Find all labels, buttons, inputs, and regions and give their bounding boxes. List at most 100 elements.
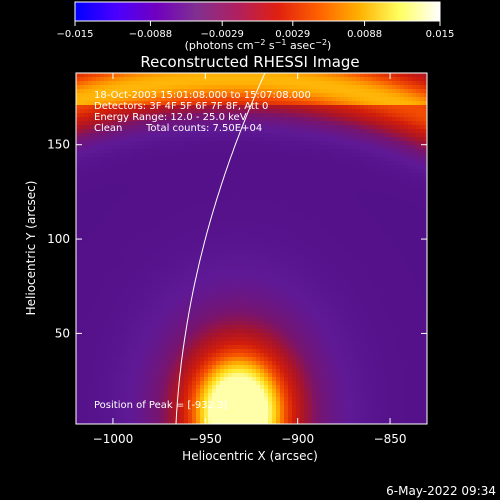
heatmap-cell (124, 181, 128, 185)
heatmap-cell (292, 301, 296, 305)
heatmap-cell (220, 97, 224, 101)
heatmap-cell (276, 97, 280, 101)
heatmap-cell (216, 417, 220, 421)
heatmap-cell (140, 297, 144, 301)
heatmap-cell (280, 341, 284, 345)
heatmap-cell (204, 317, 208, 321)
heatmap-cell (156, 385, 160, 389)
heatmap-cell (248, 189, 252, 193)
heatmap-cell (144, 237, 148, 241)
heatmap-cell (136, 133, 140, 137)
heatmap-cell (276, 181, 280, 185)
heatmap-cell (284, 329, 288, 333)
heatmap-cell (156, 241, 160, 245)
heatmap-cell (236, 237, 240, 241)
heatmap-cell (104, 237, 108, 241)
heatmap-cell (128, 353, 132, 357)
heatmap-cell (284, 361, 288, 365)
heatmap-cell (184, 301, 188, 305)
heatmap-cell (108, 149, 112, 153)
heatmap-cell (168, 237, 172, 241)
heatmap-cell (152, 321, 156, 325)
heatmap-cell (128, 301, 132, 305)
heatmap-cell (200, 161, 204, 165)
heatmap-cell (104, 93, 108, 97)
heatmap-cell (148, 333, 152, 337)
heatmap-cell (156, 309, 160, 313)
heatmap-cell (276, 309, 280, 313)
heatmap-cell (248, 261, 252, 265)
heatmap-cell (284, 337, 288, 341)
heatmap-cell (144, 277, 148, 281)
heatmap-cell (232, 153, 236, 157)
heatmap-cell (296, 149, 300, 153)
heatmap-cell (180, 393, 184, 397)
heatmap-cell (244, 105, 248, 109)
heatmap-cell (88, 389, 92, 393)
heatmap-cell (88, 361, 92, 365)
heatmap-cell (156, 417, 160, 421)
heatmap-cell (208, 341, 212, 345)
heatmap-cell (264, 117, 268, 121)
heatmap-cell (172, 409, 176, 413)
heatmap-cell (264, 133, 268, 137)
heatmap-cell (132, 101, 136, 105)
heatmap-cell (120, 253, 124, 257)
heatmap-cell (212, 193, 216, 197)
heatmap-cell (208, 73, 212, 77)
heatmap-cell (284, 181, 288, 185)
heatmap-cell (96, 397, 100, 401)
heatmap-cell (232, 197, 236, 201)
heatmap-cell (100, 309, 104, 313)
heatmap-cell (160, 73, 164, 77)
heatmap-cell (264, 409, 268, 413)
heatmap-cell (200, 337, 204, 341)
heatmap-cell (184, 105, 188, 109)
heatmap-cell (168, 177, 172, 181)
heatmap-cell (292, 329, 296, 333)
heatmap-cell (300, 181, 304, 185)
heatmap-cell (284, 309, 288, 313)
heatmap-cell (92, 73, 96, 77)
heatmap-cell (180, 181, 184, 185)
heatmap-cell (260, 161, 264, 165)
heatmap-cell (172, 249, 176, 253)
heatmap-cell (168, 333, 172, 337)
heatmap-cell (96, 153, 100, 157)
heatmap-cell (184, 157, 188, 161)
heatmap-cell (272, 73, 276, 77)
heatmap-cell (124, 241, 128, 245)
heatmap-cell (164, 385, 168, 389)
heatmap-cell (172, 209, 176, 213)
heatmap-cell (124, 209, 128, 213)
heatmap-cell (268, 417, 272, 421)
heatmap-cell (224, 205, 228, 209)
heatmap-cell (280, 197, 284, 201)
heatmap-cell (280, 101, 284, 105)
heatmap-cell (196, 229, 200, 233)
heatmap-cell (172, 277, 176, 281)
heatmap-cell (284, 333, 288, 337)
heatmap-cell (216, 197, 220, 201)
heatmap-cell (204, 261, 208, 265)
heatmap-cell (144, 385, 148, 389)
heatmap-cell (168, 409, 172, 413)
heatmap-cell (176, 209, 180, 213)
heatmap-cell (168, 157, 172, 161)
heatmap-cell (224, 145, 228, 149)
heatmap-cell (172, 229, 176, 233)
heatmap-cell (252, 213, 256, 217)
heatmap-cell (216, 421, 220, 424)
heatmap-cell (240, 173, 244, 177)
heatmap-cell (296, 373, 300, 377)
heatmap-cell (112, 329, 116, 333)
heatmap-cell (288, 417, 292, 421)
heatmap-cell (168, 369, 172, 373)
heatmap-cell (184, 349, 188, 353)
heatmap-cell (284, 157, 288, 161)
heatmap-cell (92, 89, 96, 93)
heatmap-cell (124, 213, 128, 217)
heatmap-cell (172, 413, 176, 417)
heatmap-cell (128, 169, 132, 173)
heatmap-cell (208, 329, 212, 333)
